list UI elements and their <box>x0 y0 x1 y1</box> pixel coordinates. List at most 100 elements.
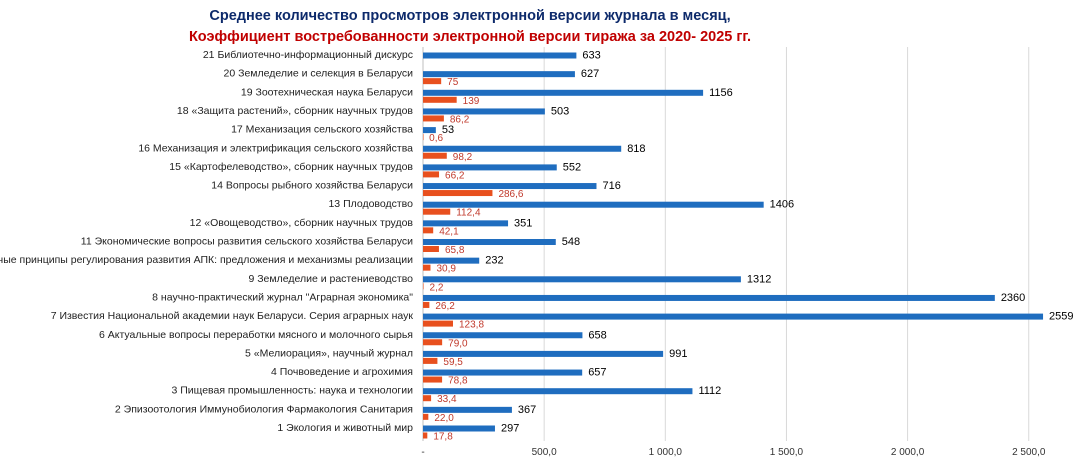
data-label-red: 22,0 <box>434 413 454 424</box>
bar-red <box>423 171 440 178</box>
bar-red <box>423 395 432 402</box>
category-label: 15 «Картофелеводство», сборник научных т… <box>169 161 413 173</box>
category-label: 11 Экономические вопросы развития сельск… <box>81 236 413 248</box>
data-label-blue: 658 <box>588 329 606 341</box>
bar-blue <box>423 276 741 283</box>
category-label: 19 Зоотехническая наука Беларуси <box>241 86 413 98</box>
data-label-red: 123,8 <box>459 320 484 331</box>
bar-blue <box>423 108 545 115</box>
x-tick-label: 1 500,0 <box>770 447 804 458</box>
bar-blue <box>423 294 995 301</box>
data-label-blue: 2360 <box>1001 292 1025 304</box>
bar-blue <box>423 313 1044 320</box>
category-label: 9 Земледелие и растениеводство <box>248 273 413 285</box>
category-label: 21 Библиотечно-информационный дискурс <box>203 49 413 61</box>
bar-blue <box>423 201 764 208</box>
data-label-red: 17,8 <box>433 432 453 443</box>
bar-red <box>423 376 443 383</box>
data-label-red: 139 <box>463 96 480 107</box>
category-label: 7 Известия Национальной академии наук Бе… <box>51 310 414 322</box>
data-label-blue: 548 <box>562 236 580 248</box>
category-label: 4 Почвоведение и агрохимия <box>271 366 413 378</box>
data-label-blue: 991 <box>669 348 687 360</box>
data-label-blue: 1406 <box>770 199 794 211</box>
data-label-red: 2,2 <box>430 282 444 293</box>
data-label-red: 78,8 <box>448 376 468 387</box>
category-label: 5 «Мелиорация», научный журнал <box>245 347 413 359</box>
category-label: 3 Пищевая промышленность: наука и технол… <box>172 385 414 397</box>
bar-red <box>423 339 443 346</box>
bar-blue <box>423 145 622 152</box>
bar-blue <box>423 350 664 357</box>
data-label-red: 66,2 <box>445 170 465 181</box>
bar-blue <box>423 183 597 190</box>
bar-red <box>423 357 438 364</box>
bar-red <box>423 78 442 85</box>
bar-blue <box>423 406 512 413</box>
data-label-red: 33,4 <box>437 394 457 405</box>
category-label: 12 «Овощеводство», сборник научных трудо… <box>190 217 414 229</box>
bar-red <box>423 227 434 234</box>
bar-blue <box>423 369 583 376</box>
x-tick-label: 2 500,0 <box>1012 447 1046 458</box>
x-tick-label: 2 000,0 <box>891 447 925 458</box>
category-label: 16 Механизация и электрификация сельског… <box>138 142 413 154</box>
chart-title-line: Среднее количество просмотров электронно… <box>209 8 731 24</box>
data-label-red: 65,8 <box>445 245 465 256</box>
bar-red <box>423 190 493 197</box>
data-label-red: 42,1 <box>439 226 459 237</box>
data-label-blue: 351 <box>514 217 532 229</box>
data-label-blue: 2559 <box>1049 311 1073 323</box>
bar-red <box>423 320 453 327</box>
category-label: 20 Земледелие и селекция в Беларуси <box>224 68 414 80</box>
bar-blue <box>423 257 480 264</box>
x-tick-label: 1 000,0 <box>649 447 683 458</box>
data-label-blue: 53 <box>442 124 454 136</box>
data-label-blue: 1156 <box>709 87 733 99</box>
bar-blue <box>423 52 577 59</box>
x-tick-label: 500,0 <box>532 447 557 458</box>
bar-red <box>423 115 444 122</box>
data-label-red: 30,9 <box>436 264 456 275</box>
data-label-blue: 818 <box>627 143 645 155</box>
data-label-blue: 552 <box>563 161 581 173</box>
data-label-red: 286,6 <box>498 189 523 200</box>
bar-blue <box>423 388 693 395</box>
x-tick-label: - <box>421 447 424 458</box>
data-label-blue: 627 <box>581 68 599 80</box>
data-label-red: 98,2 <box>453 152 473 163</box>
data-label-blue: 503 <box>551 105 569 117</box>
data-label-red: 112,4 <box>456 208 481 219</box>
data-label-red: 0,6 <box>429 133 443 144</box>
category-label: 13 Плодоводство <box>328 198 413 210</box>
data-label-red: 79,0 <box>448 338 468 349</box>
bar-red <box>423 246 439 252</box>
data-label-blue: 1312 <box>747 273 771 285</box>
data-label-red: 86,2 <box>450 114 470 125</box>
data-label-blue: 1112 <box>698 385 721 397</box>
category-label: 1 Экология и животный мир <box>277 422 413 434</box>
bar-blue <box>423 89 704 96</box>
category-label: 2 Эпизоотология Иммунобиология Фармаколо… <box>115 403 413 415</box>
data-label-blue: 633 <box>582 50 600 62</box>
category-label: 6 Актуальные вопросы переработки мясного… <box>99 329 413 341</box>
category-label: 14 Вопросы рыбного хозяйства Беларуси <box>211 180 413 192</box>
chart-title: Среднее количество просмотров электронно… <box>0 6 940 48</box>
bar-blue <box>423 425 495 432</box>
data-label-red: 26,2 <box>435 301 455 312</box>
bar-red <box>423 152 447 159</box>
data-label-blue: 657 <box>588 367 606 379</box>
bar-blue <box>423 220 509 227</box>
data-label-blue: 367 <box>518 404 536 416</box>
bar-blue <box>423 127 436 134</box>
data-label-red: 75 <box>447 77 459 88</box>
bar-red <box>423 208 451 215</box>
bar-red <box>423 264 431 271</box>
data-label-blue: 297 <box>501 423 519 435</box>
bar-red <box>423 413 429 420</box>
chart-subtitle-line: Коэффициент востребованности электронной… <box>188 29 752 45</box>
bar-blue <box>423 332 583 339</box>
category-label: 8 научно-практический журнал "Аграрная э… <box>152 291 413 303</box>
category-label: 10 Научные принципы регулирования развит… <box>0 254 413 266</box>
